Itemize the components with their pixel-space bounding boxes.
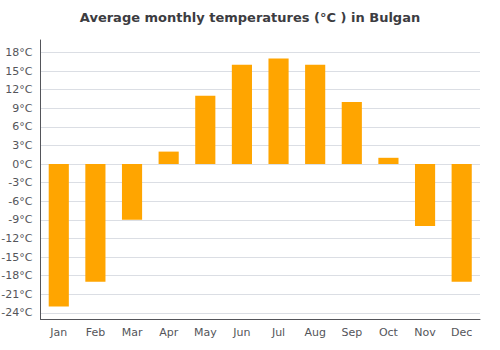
svg-text:9°C: 9°C — [12, 102, 32, 115]
svg-text:May: May — [194, 326, 217, 339]
svg-text:3°C: 3°C — [12, 139, 32, 152]
svg-text:Sep: Sep — [341, 326, 362, 339]
svg-text:Oct: Oct — [379, 326, 399, 339]
svg-text:Average monthly temperatures (: Average monthly temperatures (°C ) in Bu… — [80, 10, 420, 25]
svg-text:-9°C: -9°C — [8, 213, 32, 226]
svg-text:Nov: Nov — [414, 326, 436, 339]
svg-text:Dec: Dec — [451, 326, 472, 339]
svg-text:18°C: 18°C — [5, 46, 32, 59]
svg-text:0°C: 0°C — [12, 158, 32, 171]
svg-text:Mar: Mar — [122, 326, 143, 339]
svg-text:6°C: 6°C — [12, 120, 32, 133]
svg-text:-24°C: -24°C — [1, 306, 32, 319]
svg-text:Jan: Jan — [49, 326, 67, 339]
svg-text:-21°C: -21°C — [1, 288, 32, 301]
svg-text:12°C: 12°C — [5, 83, 32, 96]
svg-text:-12°C: -12°C — [1, 232, 32, 245]
svg-text:-15°C: -15°C — [1, 251, 32, 264]
svg-text:Aug: Aug — [304, 326, 325, 339]
svg-text:-3°C: -3°C — [8, 176, 32, 189]
svg-text:Jul: Jul — [271, 326, 285, 339]
svg-text:15°C: 15°C — [5, 65, 32, 78]
svg-text:Apr: Apr — [159, 326, 179, 339]
svg-text:Feb: Feb — [86, 326, 105, 339]
svg-text:Jun: Jun — [232, 326, 250, 339]
svg-text:-18°C: -18°C — [1, 269, 32, 282]
svg-text:-6°C: -6°C — [8, 195, 32, 208]
